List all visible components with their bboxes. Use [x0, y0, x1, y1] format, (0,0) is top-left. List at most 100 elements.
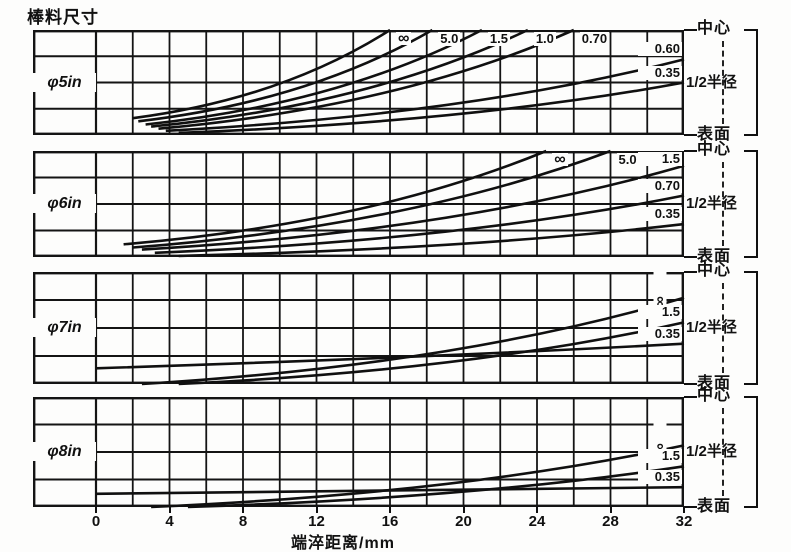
- surface-tick: [684, 506, 697, 508]
- curve-h-0-35: [178, 81, 685, 135]
- x-tick-mark: [168, 507, 171, 513]
- curve-label-h-inf: ∞: [652, 265, 669, 310]
- x-tick-label: 0: [91, 513, 101, 530]
- bracket-top-arm: [744, 271, 758, 273]
- center-tick: [684, 29, 697, 31]
- panel-grid: [33, 272, 685, 386]
- panel-2-6in: φ6in ∞ 5.0 1.5 0.70 0.35 中心 1/2半径表面: [0, 141, 791, 265]
- bracket-top-arm: [744, 29, 758, 31]
- x-tick-mark: [462, 507, 465, 513]
- section-dashed-line: [722, 162, 724, 246]
- bar-size-label: φ6in: [33, 194, 96, 213]
- section-bracket: [756, 396, 758, 508]
- section-dashed-line: [722, 408, 724, 496]
- bracket-bottom-arm: [744, 506, 758, 508]
- section-bracket: [756, 29, 758, 136]
- bar-size-label: φ5in: [33, 72, 96, 92]
- label-center: 中心: [697, 141, 732, 158]
- bracket-bottom-arm: [744, 383, 758, 385]
- surface-tick: [684, 383, 697, 385]
- label-surface: 表面: [697, 248, 732, 265]
- x-tick-label: 8: [238, 513, 248, 530]
- bar-size-label: φ8in: [33, 442, 96, 461]
- curve-h-0-70: [154, 194, 685, 255]
- x-tick-mark: [389, 507, 391, 513]
- label-surface: 表面: [697, 375, 732, 392]
- curve-h-5-0: [138, 28, 433, 123]
- x-tick-label: 20: [455, 513, 472, 530]
- curve-label-h-1-5: 1.5: [487, 31, 510, 46]
- curve-h-1-5: [141, 164, 685, 251]
- center-tick: [684, 150, 697, 152]
- section-dashed-line: [722, 283, 724, 373]
- x-tick-label: 24: [528, 513, 546, 530]
- x-tick-label: 28: [602, 513, 619, 530]
- label-center: 中心: [697, 387, 732, 404]
- curve-label-h-1-5: 1.5: [638, 152, 682, 166]
- curve-h-1-5: [187, 465, 685, 509]
- center-tick: [684, 396, 697, 398]
- curve-h-1-5: [145, 28, 483, 126]
- x-tick-label: 16: [381, 513, 399, 530]
- x-tick-mark: [536, 507, 538, 513]
- x-tick-mark: [683, 507, 685, 513]
- curve-label-h-0-35: 0.35: [638, 65, 682, 80]
- x-axis-title: 端淬距离/mm: [291, 535, 395, 552]
- surface-tick: [684, 256, 697, 258]
- curve-h-0-35: [178, 222, 685, 258]
- curve-label-h-5-0: 5.0: [438, 31, 461, 46]
- curve-label-h-0-60: 0.60: [638, 42, 682, 57]
- x-tick-label: 32: [675, 513, 693, 530]
- label-surface: 表面: [697, 498, 732, 515]
- curve-h-0-70: [158, 28, 575, 130]
- label-half-radius: 1/2半径: [686, 73, 737, 91]
- curve-h-inf: [123, 149, 547, 246]
- curve-label-h-1-0: 1.0: [533, 31, 556, 46]
- panel-1-5in: φ5in ∞ 5.0 1.5 1.0 0.70 0.60 0.35 中心 1/2半径 表面: [0, 20, 791, 143]
- panel-grid: [33, 28, 685, 135]
- curve-h-1-5: [178, 321, 685, 386]
- curve-label-h-0-35: 0.35: [638, 326, 682, 341]
- curve-h-inf: [151, 444, 685, 509]
- label-center: 中心: [697, 20, 732, 37]
- x-tick-mark: [315, 507, 318, 513]
- section-dashed-line: [722, 41, 724, 124]
- panel-grid: [33, 397, 685, 509]
- section-bracket: [756, 271, 758, 385]
- x-tick-label: 4: [165, 513, 174, 530]
- label-half-radius: 1/2半径: [686, 195, 737, 212]
- curve-h-1-0: [150, 28, 529, 128]
- bracket-top-arm: [744, 396, 758, 398]
- curve-h-0-35: [95, 342, 685, 370]
- bar-size-label: φ7in: [33, 318, 96, 337]
- surface-tick: [684, 134, 697, 136]
- x-tick-label: 12: [308, 513, 325, 530]
- panel-grid: [33, 149, 685, 258]
- curve-label-h-0-35: 0.35: [638, 470, 682, 485]
- curve-h-inf: [132, 28, 391, 120]
- label-center: 中心: [697, 262, 732, 279]
- curve-label-h-1-5: 1.5: [638, 305, 682, 320]
- bracket-bottom-arm: [744, 256, 758, 258]
- curve-h-0-60: [165, 58, 685, 133]
- curve-label-h-5-0: 5.0: [616, 152, 639, 167]
- curve-label-h-0-70: 0.70: [579, 31, 610, 46]
- bracket-top-arm: [744, 150, 758, 152]
- curve-h-inf: [141, 296, 685, 386]
- x-tick-mark: [95, 507, 97, 513]
- x-tick-mark: [609, 507, 612, 513]
- panel-3-7in: φ7in ∞ 1.5 0.35 中心 1/2半径表面: [0, 262, 791, 392]
- curve-label-h-inf: ∞: [552, 151, 568, 168]
- x-tick-mark: [242, 507, 244, 513]
- label-half-radius: 1/2半径: [686, 319, 737, 336]
- bracket-bottom-arm: [744, 134, 758, 136]
- section-bracket: [756, 150, 758, 258]
- curve-label-h-0-35: 0.35: [638, 207, 682, 222]
- curve-label-h-1-5: 1.5: [638, 449, 682, 464]
- label-half-radius: 1/2半径: [686, 443, 737, 460]
- center-tick: [684, 271, 697, 273]
- curve-label-h-0-70: 0.70: [638, 178, 682, 193]
- label-surface: 表面: [697, 126, 732, 143]
